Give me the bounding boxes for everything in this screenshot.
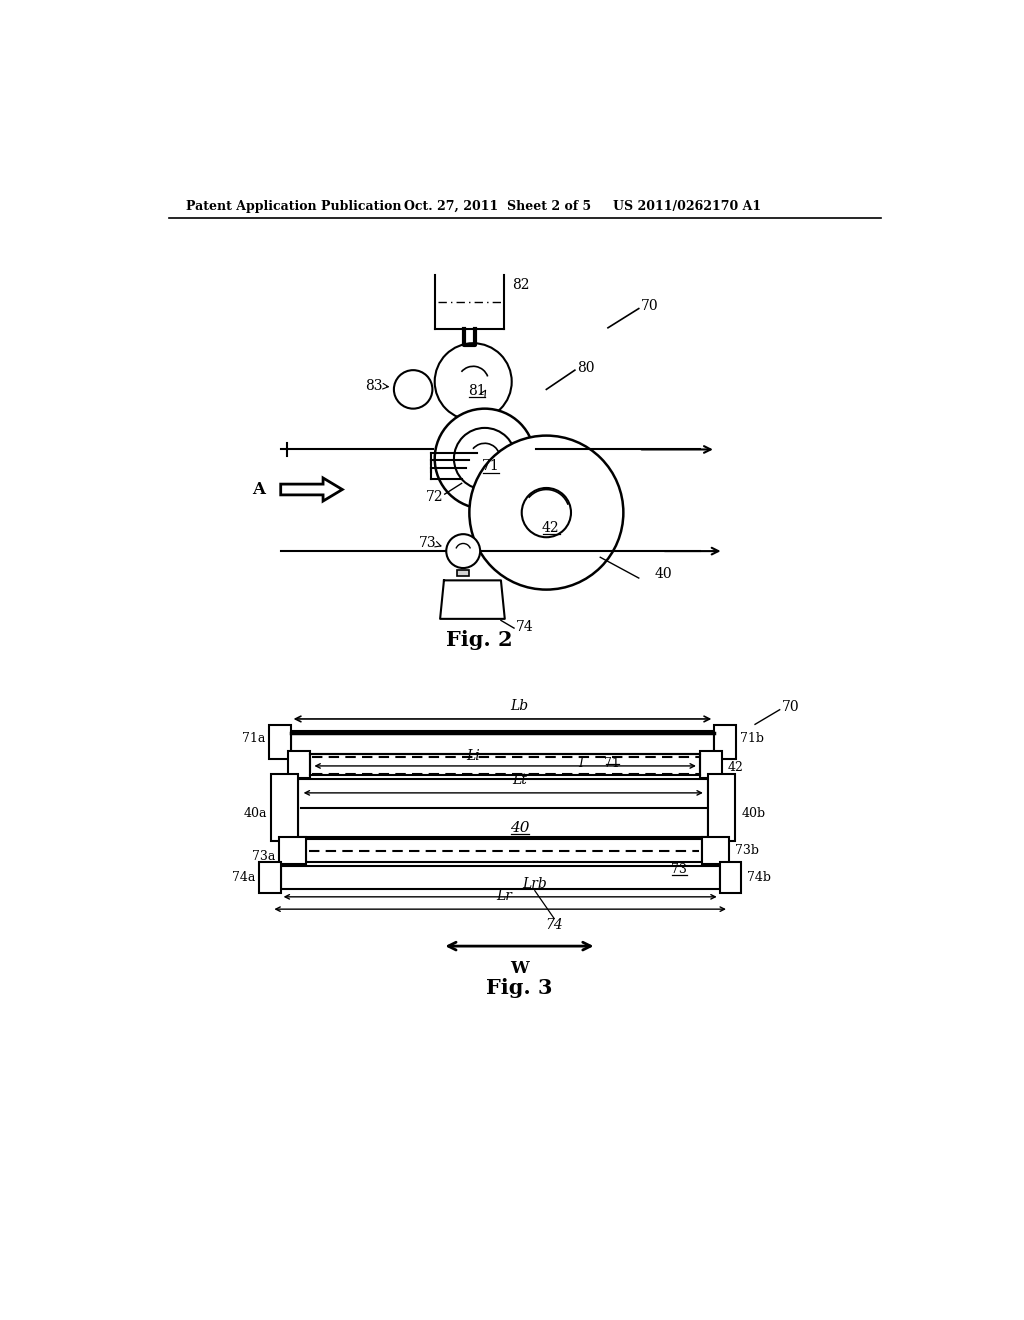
Text: 73a: 73a bbox=[252, 850, 275, 863]
Text: Lt: Lt bbox=[512, 772, 526, 787]
Text: 40b: 40b bbox=[741, 807, 765, 820]
Text: Li: Li bbox=[466, 748, 480, 763]
Text: 71b: 71b bbox=[739, 731, 764, 744]
Text: 81: 81 bbox=[468, 384, 485, 397]
Text: 73: 73 bbox=[671, 863, 687, 876]
Text: 40: 40 bbox=[510, 821, 529, 834]
Text: 40: 40 bbox=[654, 568, 672, 581]
Bar bbox=[291, 730, 714, 754]
Text: 71: 71 bbox=[482, 459, 500, 474]
Text: Oct. 27, 2011  Sheet 2 of 5: Oct. 27, 2011 Sheet 2 of 5 bbox=[403, 199, 591, 213]
Circle shape bbox=[469, 436, 624, 590]
Bar bbox=[714, 725, 736, 759]
Bar bbox=[720, 862, 741, 892]
Circle shape bbox=[394, 370, 432, 409]
Text: 74: 74 bbox=[545, 919, 563, 932]
Text: Fig. 2: Fig. 2 bbox=[446, 630, 513, 649]
Circle shape bbox=[435, 343, 512, 420]
Text: 42: 42 bbox=[542, 521, 559, 535]
Bar bbox=[298, 779, 708, 837]
Text: 74a: 74a bbox=[231, 871, 255, 884]
Text: 72: 72 bbox=[426, 490, 443, 504]
Circle shape bbox=[435, 409, 535, 508]
Text: Lb: Lb bbox=[510, 698, 528, 713]
Bar bbox=[289, 751, 310, 779]
Text: US 2011/0262170 A1: US 2011/0262170 A1 bbox=[613, 199, 762, 213]
Text: 71a: 71a bbox=[242, 731, 265, 744]
Text: W: W bbox=[510, 960, 528, 977]
Text: 73: 73 bbox=[419, 536, 436, 550]
Text: Lr: Lr bbox=[496, 888, 512, 903]
Text: 70: 70 bbox=[782, 701, 800, 714]
Bar bbox=[280, 837, 306, 865]
Text: 42: 42 bbox=[728, 760, 744, 774]
Text: 80: 80 bbox=[578, 360, 595, 375]
Text: I: I bbox=[579, 756, 584, 770]
Polygon shape bbox=[281, 478, 342, 502]
Text: 83: 83 bbox=[365, 379, 382, 392]
Bar bbox=[281, 866, 720, 890]
Bar bbox=[271, 775, 298, 841]
Text: 74: 74 bbox=[516, 619, 535, 634]
Text: Patent Application Publication: Patent Application Publication bbox=[186, 199, 401, 213]
Text: 40a: 40a bbox=[244, 807, 267, 820]
Bar bbox=[269, 725, 291, 759]
Bar bbox=[708, 775, 735, 841]
Bar bbox=[700, 751, 722, 779]
Text: Fig. 3: Fig. 3 bbox=[486, 978, 553, 998]
Circle shape bbox=[521, 488, 571, 537]
Circle shape bbox=[446, 535, 480, 568]
Text: 74b: 74b bbox=[748, 871, 771, 884]
Text: 82: 82 bbox=[512, 277, 529, 292]
Circle shape bbox=[454, 428, 515, 490]
Bar bbox=[457, 570, 469, 576]
Text: Lrb: Lrb bbox=[522, 876, 547, 891]
Bar bbox=[701, 837, 729, 865]
Text: 70: 70 bbox=[641, 300, 658, 313]
Text: A: A bbox=[252, 480, 265, 498]
Text: 73b: 73b bbox=[735, 843, 759, 857]
Text: 71: 71 bbox=[604, 756, 620, 770]
Bar bbox=[259, 862, 281, 892]
Bar bbox=[306, 840, 701, 862]
